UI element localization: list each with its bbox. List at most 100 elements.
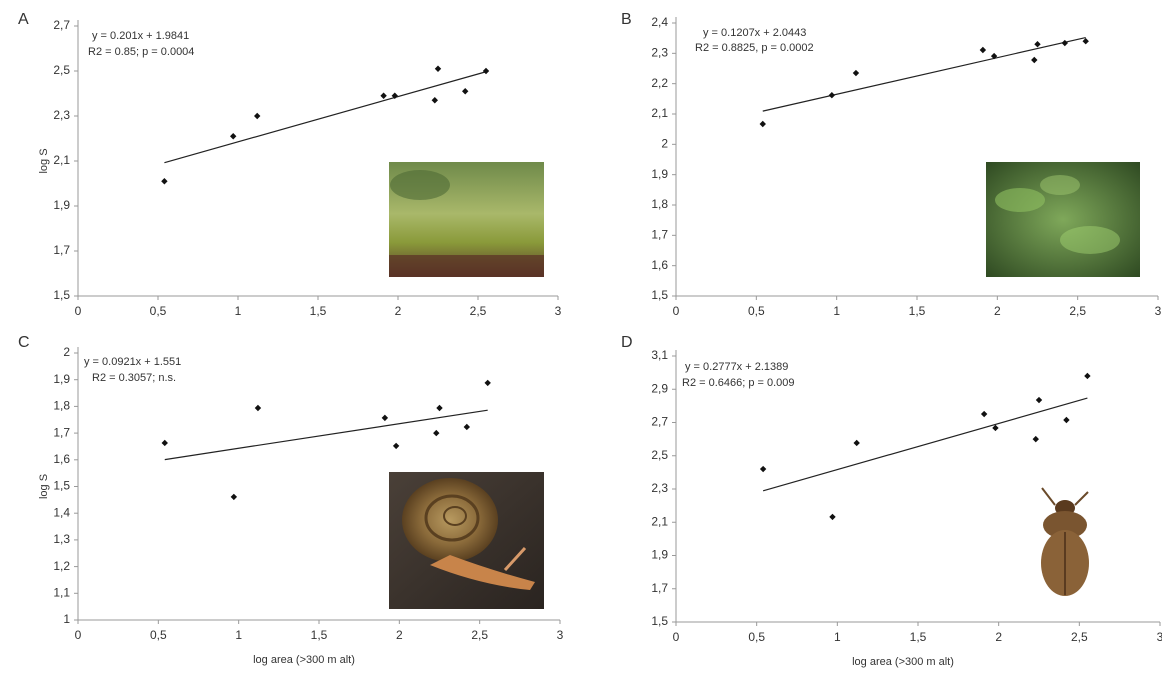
y-tick-label: 1,9 — [651, 167, 668, 181]
data-point — [760, 466, 766, 472]
data-point — [230, 133, 236, 139]
y-tick-label: 1,3 — [53, 532, 70, 546]
data-point — [981, 411, 987, 417]
fit-equation: y = 0.201x + 1.9841 — [92, 30, 189, 42]
data-point — [162, 440, 168, 446]
data-point — [1062, 40, 1068, 46]
data-point — [464, 424, 470, 430]
y-tick-label: 1,8 — [53, 399, 70, 413]
x-tick-label: 1 — [834, 630, 841, 644]
data-point — [483, 68, 489, 74]
data-point — [1033, 436, 1039, 442]
y-tick-label: 2,9 — [651, 381, 668, 395]
x-tick-label: 0 — [673, 630, 680, 644]
x-tick-label: 2 — [994, 304, 1001, 318]
data-point — [980, 47, 986, 53]
trend-line — [763, 398, 1087, 491]
y-tick-label: 2,1 — [651, 106, 668, 120]
data-point — [485, 380, 491, 386]
data-point — [1063, 417, 1069, 423]
data-point — [393, 443, 399, 449]
y-tick-label: 1,7 — [651, 228, 668, 242]
fit-stats: R2 = 0.6466; p = 0.009 — [682, 377, 795, 389]
x-tick-label: 2,5 — [1069, 304, 1086, 318]
y-tick-label: 1,9 — [651, 548, 668, 562]
data-point — [1034, 41, 1040, 47]
y-tick-label: 1,1 — [53, 585, 70, 599]
x-tick-label: 2 — [395, 304, 402, 318]
x-tick-label: 3 — [555, 304, 562, 318]
y-tick-label: 2,1 — [53, 153, 70, 167]
data-point — [435, 66, 441, 72]
photo-moss — [389, 162, 544, 277]
y-tick-label: 1,6 — [651, 258, 668, 272]
fit-stats: R2 = 0.85; p = 0.0004 — [88, 46, 194, 58]
x-tick-label: 1 — [235, 304, 242, 318]
y-axis-label: log S — [38, 148, 50, 173]
y-tick-label: 2 — [661, 137, 668, 151]
x-tick-label: 1,5 — [310, 304, 327, 318]
photo-plants — [986, 162, 1140, 277]
x-tick-label: 1,5 — [909, 304, 926, 318]
x-tick-label: 3 — [557, 628, 564, 642]
y-tick-label: 2,4 — [651, 15, 668, 29]
figure: 1,5 1,7 1,9 2,1 2,3 2,5 2,7 0 0,5 1 1,5 2 2,5 3 y = 0.… — [0, 0, 1162, 673]
y-tick-label: 1,5 — [53, 479, 70, 493]
photo-beetle — [1041, 488, 1089, 596]
y-tick-label: 1,8 — [651, 197, 668, 211]
data-point — [853, 440, 859, 446]
y-tick-label: 1,7 — [53, 425, 70, 439]
y-tick-label: 1,7 — [53, 243, 70, 257]
panel-label: C — [18, 334, 30, 351]
x-tick-label: 0 — [75, 628, 82, 642]
x-axis-label: log area (>300 m alt) — [253, 654, 355, 666]
x-tick-label: 2 — [995, 630, 1002, 644]
fit-equation: y = 0.1207x + 2.0443 — [703, 27, 806, 39]
x-tick-label: 0 — [673, 304, 680, 318]
y-tick-label: 3,1 — [651, 348, 668, 362]
y-tick-label: 1,7 — [651, 581, 668, 595]
x-tick-label: 2,5 — [1071, 630, 1088, 644]
panel-label: B — [621, 11, 632, 28]
data-point — [829, 92, 835, 98]
y-tick-label: 1,5 — [651, 614, 668, 628]
y-tick-label: 1,2 — [53, 559, 70, 573]
fit-equation: y = 0.0921x + 1.551 — [84, 356, 181, 368]
x-tick-label: 0,5 — [150, 304, 167, 318]
y-tick-label: 1,5 — [53, 288, 70, 302]
x-tick-label: 1,5 — [311, 628, 328, 642]
data-point — [462, 88, 468, 94]
data-point — [1031, 57, 1037, 63]
y-tick-label: 2,7 — [651, 415, 668, 429]
data-point — [853, 70, 859, 76]
y-tick-label: 1,9 — [53, 372, 70, 386]
trend-line — [164, 72, 486, 163]
x-tick-label: 0 — [75, 304, 82, 318]
y-tick-label: 2,3 — [53, 108, 70, 122]
y-tick-label: 1 — [63, 612, 70, 626]
x-tick-label: 1 — [235, 628, 242, 642]
data-point — [1084, 373, 1090, 379]
panel-label: D — [621, 334, 633, 351]
x-tick-label: 0,5 — [748, 630, 765, 644]
y-tick-label: 1,9 — [53, 198, 70, 212]
x-tick-label: 3 — [1155, 304, 1162, 318]
data-point — [231, 494, 237, 500]
x-tick-label: 0,5 — [748, 304, 765, 318]
y-tick-label: 2,1 — [651, 514, 668, 528]
y-tick-label: 2,7 — [53, 18, 70, 32]
fit-stats: R2 = 0.3057; n.s. — [92, 372, 176, 384]
data-point — [255, 405, 261, 411]
y-tick-label: 2 — [63, 345, 70, 359]
data-point — [254, 113, 260, 119]
y-tick-label: 1,4 — [53, 505, 70, 519]
y-tick-label: 2,5 — [651, 448, 668, 462]
y-tick-label: 1,5 — [651, 288, 668, 302]
y-tick-label: 1,6 — [53, 452, 70, 466]
data-point — [161, 178, 167, 184]
data-point — [380, 93, 386, 99]
y-tick-label: 2,2 — [651, 76, 668, 90]
data-point — [760, 121, 766, 127]
x-tick-label: 1 — [833, 304, 840, 318]
data-point — [436, 405, 442, 411]
